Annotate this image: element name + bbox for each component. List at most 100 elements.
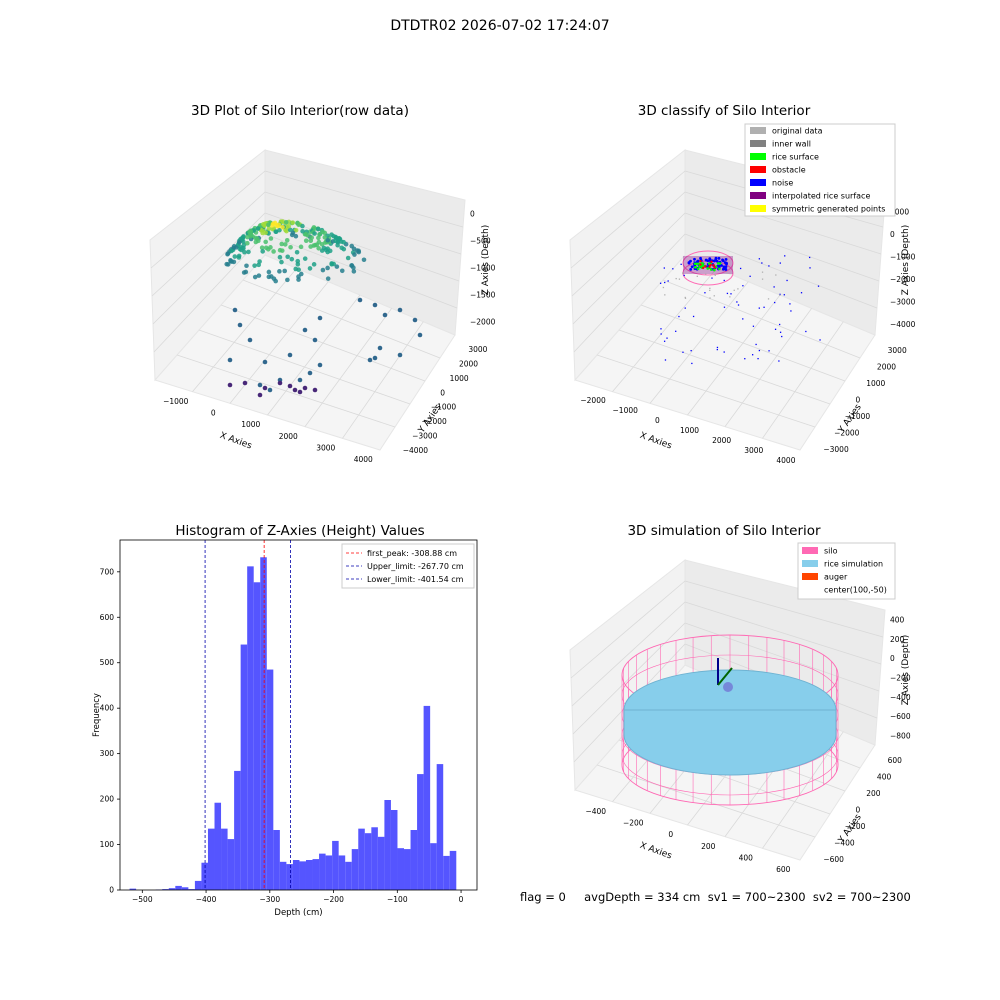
noise-point [786, 279, 788, 282]
raw-data-point [227, 357, 233, 363]
raw-data-point [303, 238, 309, 243]
histogram-bar [364, 833, 372, 890]
x-tick-label: −1000 [163, 397, 189, 406]
noise-point [817, 285, 820, 287]
raw-data-point [280, 219, 286, 224]
raw-data-point [286, 223, 292, 229]
histogram-bar [292, 860, 300, 890]
z-axis-label: Z Axies (Depth) [901, 225, 911, 296]
simulation-plot-title: 3D simulation of Silo Interior [627, 523, 821, 539]
y-tick-label: 400 [100, 704, 115, 713]
raw-data-point [232, 307, 238, 313]
grid-line [649, 281, 749, 404]
grid-line [684, 580, 884, 638]
y-tick-label: 400 [877, 773, 892, 782]
histogram-bar [345, 861, 352, 890]
noise-point [808, 256, 811, 259]
noise-point [675, 330, 677, 332]
raw-data-point [263, 239, 268, 245]
legend-label: original data [772, 127, 823, 136]
classify-plot-title: 3D classify of Silo Interior [637, 103, 811, 119]
noise-point [663, 267, 665, 269]
histogram-bar [221, 828, 228, 890]
raw-data-point [293, 233, 299, 239]
noise-point [800, 292, 803, 294]
original-point [696, 275, 698, 278]
histogram-bar [168, 888, 176, 890]
raw-data-point [236, 240, 242, 245]
grid-line [264, 170, 464, 228]
z-tick-label: −1000 [890, 252, 916, 261]
x-tick-label: −200 [623, 819, 644, 828]
histogram-bar [194, 880, 202, 890]
z-tick-label: −500 [470, 237, 491, 246]
rice-surface-point [718, 262, 722, 265]
legend-label: auger [824, 573, 848, 582]
rice-surface-point [696, 267, 700, 271]
noise-point [664, 281, 666, 284]
rice-surface-side [623, 709, 837, 776]
raw-data-point [268, 245, 273, 250]
legend-swatch [802, 573, 818, 580]
raw-data-point [356, 249, 362, 255]
y-tick-label: 2000 [877, 363, 896, 372]
raw-data-point [289, 232, 295, 238]
noise-point [696, 259, 700, 263]
noise-point [752, 325, 755, 327]
raw-data-point [331, 233, 336, 239]
histogram-title: Histogram of Z-Axies (Height) Values [175, 523, 425, 539]
x-axis-label: X Axies [638, 431, 673, 452]
histogram-bar [305, 860, 313, 890]
z-tick-label: −2000 [470, 318, 496, 327]
noise-point [778, 360, 780, 362]
raw-data-point [263, 230, 268, 235]
raw-data-point [316, 235, 321, 241]
raw-data-point [337, 236, 343, 242]
raw-data-point [325, 265, 330, 271]
original-point [705, 273, 707, 275]
y-axis-label: Frequency [92, 693, 102, 737]
x-axis-label: Depth (cm) [274, 908, 322, 918]
y-tick-label: 700 [100, 567, 115, 576]
noise-point [719, 266, 721, 268]
original-point [767, 298, 770, 300]
obstacle-point [713, 266, 716, 269]
noise-point [779, 293, 781, 296]
raw-plot-title: 3D Plot of Silo Interior(row data) [191, 103, 409, 119]
legend-label: inner wall [772, 140, 811, 149]
raw-data-point [256, 262, 261, 268]
histogram-bar [129, 888, 137, 890]
raw-data-point [288, 244, 293, 250]
legend-label: Lower_limit: -401.54 cm [367, 575, 464, 584]
legend-label: Upper_limit: -267.70 cm [367, 562, 464, 571]
original-point [761, 278, 764, 280]
x-tick-label: 400 [739, 854, 754, 863]
histogram-bar [227, 839, 235, 890]
noise-point [736, 301, 738, 303]
raw-data-point [253, 235, 258, 241]
raw-data-point [287, 352, 293, 358]
rice-surface-point [709, 268, 713, 271]
histogram-bar [181, 887, 189, 890]
raw-data-point [317, 362, 323, 368]
legend-swatch [750, 153, 766, 160]
y-tick-label: 0 [856, 396, 861, 405]
grid-line [304, 308, 392, 427]
raw-data-point [280, 224, 285, 230]
raw-data-point [262, 385, 268, 391]
grid-line [612, 268, 717, 392]
raw-data-point [244, 263, 249, 269]
noise-point [742, 318, 744, 320]
noise-point [768, 265, 770, 267]
noise-point [779, 331, 782, 333]
histogram-bar [188, 889, 195, 890]
histogram-bar [234, 770, 241, 890]
noise-point [721, 267, 725, 271]
raw-data-point [372, 302, 378, 308]
raw-data-point [382, 312, 388, 318]
noise-point [758, 258, 761, 260]
raw-data-point [412, 317, 418, 323]
histogram-bar [358, 828, 365, 890]
raw-data-point [277, 380, 283, 386]
original-point [675, 277, 677, 280]
